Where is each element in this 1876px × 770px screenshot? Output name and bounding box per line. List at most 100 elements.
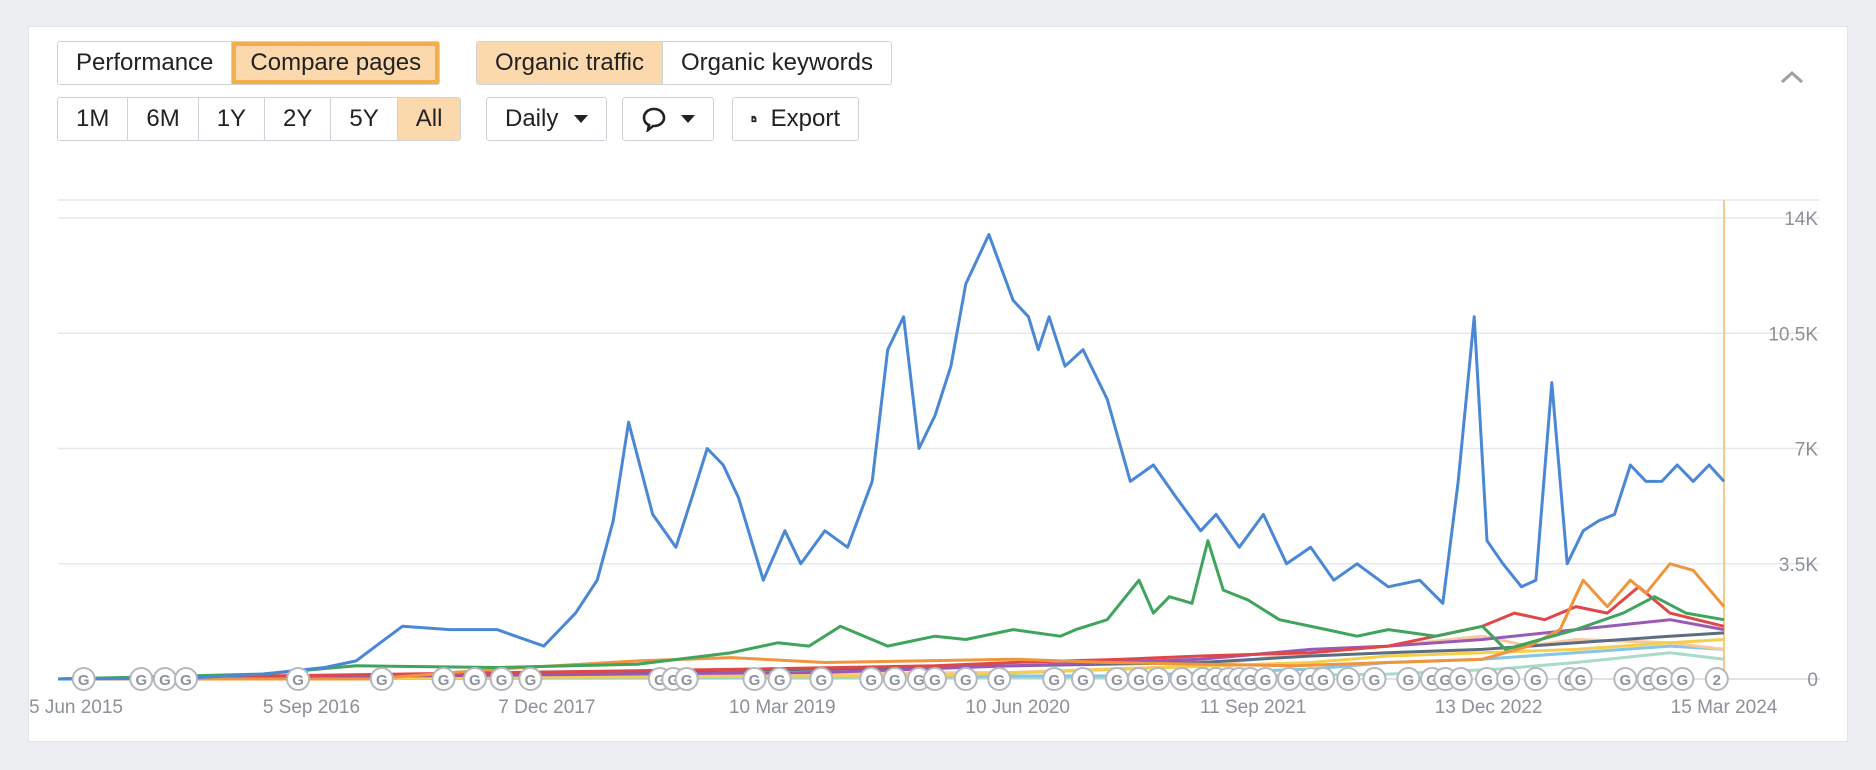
google-update-icon: G [1104, 667, 1129, 691]
google-update-icon: G [742, 667, 767, 691]
google-update-label: G [1426, 672, 1438, 689]
google-update-icon: G [1070, 667, 1095, 691]
google-update-label: G [1619, 672, 1631, 689]
range-6m-button[interactable]: 6M [128, 98, 199, 140]
x-tick-label: 11 Sep 2021 [1200, 697, 1306, 718]
google-update-label: G [681, 672, 693, 689]
y-tick-label: 7K [1795, 440, 1819, 461]
comment-icon [642, 107, 666, 132]
google-update-label: G [438, 672, 450, 689]
google-update-label: G [774, 672, 786, 689]
google-update-label: G [496, 672, 508, 689]
google-update-icon: G [674, 667, 699, 691]
google-update-icon: G [431, 667, 456, 691]
google-update-circle [1448, 667, 1473, 691]
google-update-icon: G [987, 667, 1012, 691]
x-tick-label: 7 Dec 2017 [498, 697, 595, 718]
chart-series [57, 233, 1726, 681]
google-update-circle [518, 667, 543, 691]
google-update-icon: G [489, 667, 514, 691]
google-update-icon: G [1448, 667, 1473, 691]
google-update-circle [431, 667, 456, 691]
google-update-circle [462, 667, 487, 691]
tab-compare-pages[interactable]: Compare pages [232, 42, 440, 84]
google-update-label: G [667, 672, 679, 689]
google-update-icon: G [152, 667, 177, 691]
google-update-icon: G [953, 667, 978, 691]
range-5y-button[interactable]: 5Y [331, 98, 398, 140]
y-tick-label: 0 [1807, 670, 1818, 691]
google-update-label: G [913, 672, 925, 689]
google-update-circle [674, 667, 699, 691]
google-update-circle [369, 667, 394, 691]
google-update-circle [1311, 667, 1336, 691]
google-update-label: G [960, 672, 972, 689]
x-tick-label: 5 Jun 2015 [29, 697, 123, 718]
cluster-count-label: 2 [1713, 672, 1721, 689]
google-update-icon: G [286, 667, 311, 691]
x-tick-label: 10 Mar 2019 [729, 697, 836, 718]
google-update-icon: G [1336, 667, 1361, 691]
chevron-up-icon[interactable] [1777, 65, 1807, 89]
google-update-circle [1336, 667, 1361, 691]
range-all-button[interactable]: All [397, 98, 461, 140]
google-update-label: G [1342, 672, 1354, 689]
google-update-label: G [1481, 672, 1493, 689]
google-update-circle [1253, 667, 1278, 691]
google-update-label: G [1283, 672, 1295, 689]
google-update-icon: G [1475, 667, 1500, 691]
tab-organic-keywords[interactable]: Organic keywords [680, 49, 874, 76]
range-2y-button[interactable]: 2Y [265, 98, 332, 140]
google-update-label: G [292, 672, 304, 689]
google-update-label: G [1369, 672, 1381, 689]
google-update-label: G [1677, 672, 1689, 689]
google-update-circle [767, 667, 792, 691]
google-update-label: G [135, 672, 147, 689]
google-update-icon: G [859, 667, 884, 691]
google-update-circle [129, 667, 154, 691]
google-update-label: G [180, 672, 192, 689]
series-line [57, 233, 1726, 681]
interval-dropdown[interactable]: Daily [486, 97, 607, 141]
google-update-label: G [993, 672, 1005, 689]
google-update-icon: G [1523, 667, 1548, 691]
x-tick-label: 10 Jun 2020 [965, 697, 1070, 718]
tab-performance[interactable]: Performance [58, 42, 233, 84]
google-update-circle [173, 667, 198, 691]
view-toggle: Performance Compare pages [57, 41, 441, 85]
google-update-circle [742, 667, 767, 691]
x-tick-label: 15 Mar 2024 [1671, 697, 1778, 718]
google-update-label: G [1260, 672, 1272, 689]
google-update-label: G [1305, 672, 1317, 689]
google-update-icon: G [129, 667, 154, 691]
google-update-label: G [78, 672, 90, 689]
google-update-circle [1670, 667, 1695, 691]
google-update-circle [1070, 667, 1095, 691]
annotations-dropdown[interactable] [622, 97, 714, 141]
google-update-circle [489, 667, 514, 691]
y-tick-label: 14K [1784, 209, 1818, 230]
google-update-icon: G [767, 667, 792, 691]
google-update-label: G [1656, 672, 1668, 689]
range-1m-button[interactable]: 1M [58, 98, 129, 140]
google-update-circle [859, 667, 884, 691]
google-update-circle [809, 667, 834, 691]
google-update-icon: G [1169, 667, 1194, 691]
google-update-circle [1146, 667, 1171, 691]
google-update-circle [1568, 667, 1593, 691]
export-button[interactable]: Export [732, 97, 859, 141]
google-update-icon: G [1146, 667, 1171, 691]
google-update-circle [1496, 667, 1521, 691]
google-update-label: G [1077, 672, 1089, 689]
google-update-circle [286, 667, 311, 691]
tab-organic-traffic[interactable]: Organic traffic [477, 42, 663, 84]
range-1y-button[interactable]: 1Y [199, 98, 266, 140]
google-update-circle [1396, 667, 1421, 691]
google-update-icon: G [922, 667, 947, 691]
google-update-label: G [929, 672, 941, 689]
google-update-circle [1613, 667, 1638, 691]
google-update-label: G [865, 672, 877, 689]
google-update-label: G [159, 672, 171, 689]
google-update-icon: G [1496, 667, 1521, 691]
